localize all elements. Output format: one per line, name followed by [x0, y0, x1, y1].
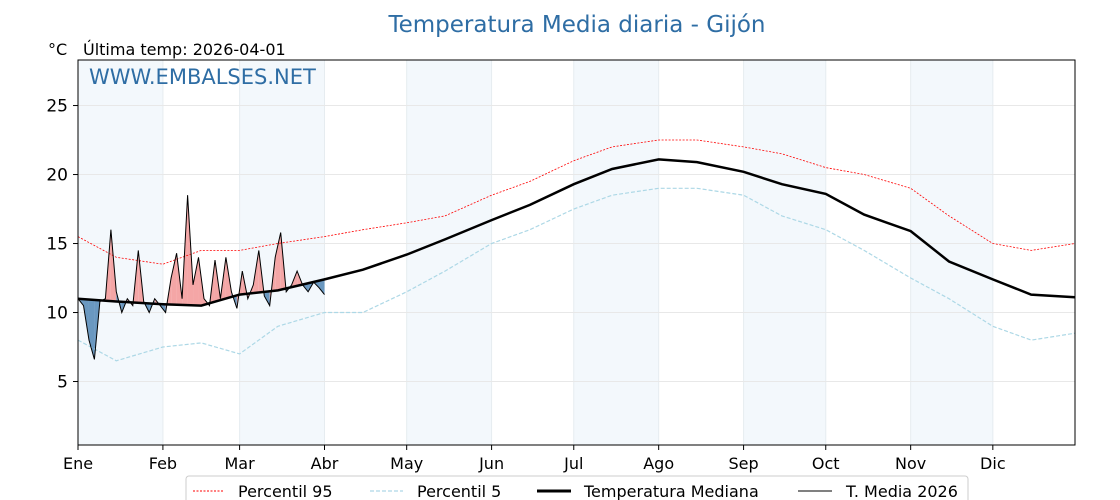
y-tick-label: 15: [46, 235, 68, 255]
x-tick-label: May: [390, 454, 423, 473]
y-tick-label: 10: [46, 304, 68, 324]
y-tick-label: 20: [46, 166, 68, 186]
y-tick-label: 5: [57, 373, 68, 393]
series-line-p5: [77, 187, 1076, 362]
x-tick-label: Jun: [478, 454, 504, 473]
x-tick-label: Nov: [895, 454, 926, 473]
fill-above-median: [171, 253, 177, 305]
plot-frame: [77, 59, 1076, 446]
x-tick-label: Sep: [729, 454, 759, 473]
x-tick-label: Oct: [812, 454, 840, 473]
x-tick-label: Dic: [980, 454, 1006, 473]
x-tick-label: Ene: [63, 454, 93, 473]
series-line-p95: [77, 139, 1076, 265]
watermark: WWW.EMBALSES.NET: [89, 65, 316, 89]
fill-above-median: [275, 232, 281, 291]
month-band: [406, 60, 492, 445]
x-tick-label: Ago: [643, 454, 674, 473]
legend-label-p95: Percentil 95: [238, 482, 333, 500]
series-line-2026: [77, 195, 325, 360]
legend-label-p5: Percentil 5: [417, 482, 501, 500]
month-band: [78, 60, 163, 445]
chart-title: Temperatura Media diaria - Gijón: [387, 12, 765, 38]
y-tick-label: 25: [46, 97, 68, 117]
month-band: [910, 60, 993, 445]
fill-below-median: [319, 279, 325, 295]
legend-label-median: Temperatura Mediana: [583, 482, 759, 500]
x-tick-label: Abr: [311, 454, 339, 473]
x-tick-label: Feb: [149, 454, 177, 473]
legend-label-2026: T. Media 2026: [845, 482, 958, 500]
fill-above-median: [193, 257, 199, 306]
x-tick-label: Mar: [225, 454, 256, 473]
fill-below-median: [264, 291, 270, 306]
x-tick-label: Jul: [563, 454, 583, 473]
legend: Percentil 95 Percentil 5 Temperatura Med…: [185, 475, 969, 500]
month-band: [573, 60, 659, 445]
y-axis-label: °C: [48, 40, 67, 59]
month-band: [743, 60, 826, 445]
series-line-median: [77, 158, 1076, 307]
last-temp-label: Última temp: 2026-04-01: [83, 40, 286, 59]
